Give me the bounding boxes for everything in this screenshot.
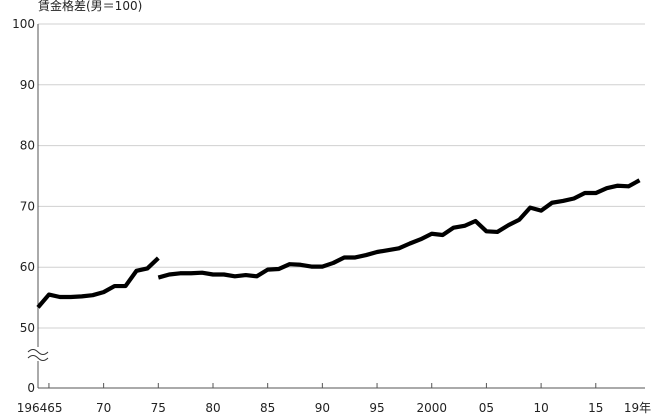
- y-tick-labels: 0 50 60 70 80 90 100: [12, 17, 35, 395]
- x-tick-label: 80: [205, 401, 220, 415]
- x-tick-label: 19年: [624, 401, 651, 415]
- x-tick-labels: 1964 65 70 75 80 85 90 95 2000 05 10 15 19年: [17, 401, 651, 415]
- x-tick-label: 10: [533, 401, 548, 415]
- x-tick-label: 95: [369, 401, 384, 415]
- x-tick-label: 90: [315, 401, 330, 415]
- series-line-1: [36, 256, 160, 309]
- axis-break-mark: [27, 347, 49, 361]
- x-tick-label: 65: [47, 401, 62, 415]
- y-tick-label: 50: [20, 321, 35, 335]
- y-axis-title: 賃金格差(男＝100): [38, 0, 142, 13]
- y-tick-label: 60: [20, 260, 35, 274]
- y-tick-label: 100: [12, 17, 35, 31]
- series-line-2: [157, 178, 641, 280]
- y-tick-label: 90: [20, 78, 35, 92]
- x-tick-label: 75: [151, 401, 166, 415]
- axis-break-wave-top: [27, 349, 49, 355]
- x-tick-label: 1964: [17, 401, 48, 415]
- x-tick-label: 85: [260, 401, 275, 415]
- y-tick-label: 0: [27, 381, 35, 395]
- y-tick-label: 70: [20, 199, 35, 213]
- axis-break-gap: [28, 347, 48, 361]
- x-tick-label: 15: [588, 401, 603, 415]
- axis-break-wave-bottom: [27, 355, 49, 361]
- y-tick-label: 80: [20, 139, 35, 153]
- gridlines: [38, 23, 645, 329]
- x-tick-label: 70: [96, 401, 111, 415]
- axes: [37, 24, 645, 389]
- x-tick-label: 2000: [416, 401, 447, 415]
- x-tick-label: 05: [479, 401, 494, 415]
- series-lines: [36, 178, 641, 309]
